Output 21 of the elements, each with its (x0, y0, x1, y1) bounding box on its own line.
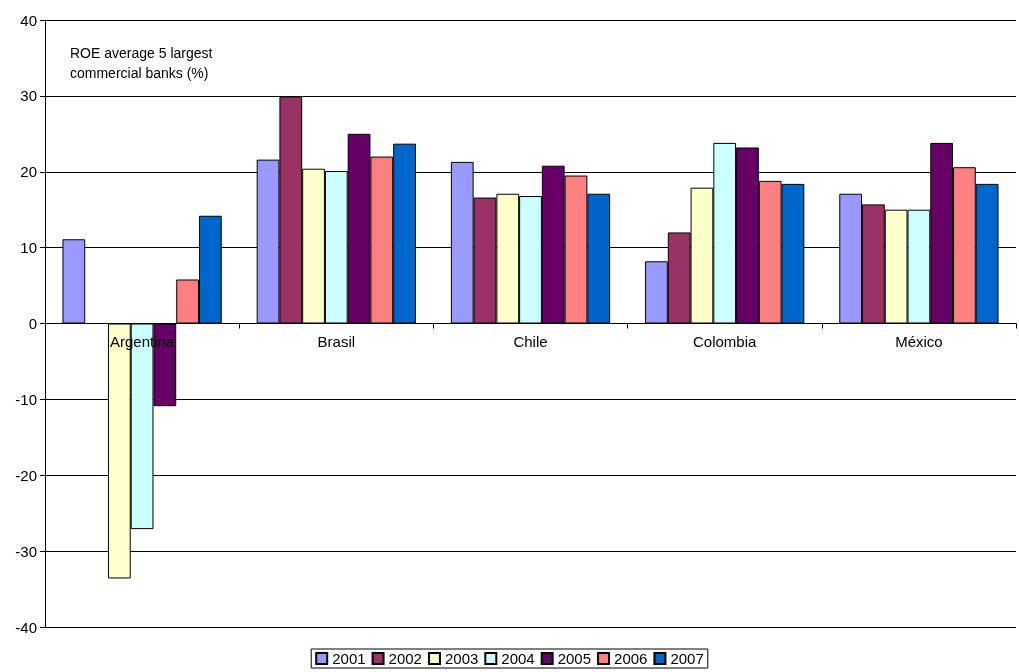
legend-label: 2007 (670, 650, 704, 667)
legend-label: 2002 (388, 650, 422, 667)
legend-label: 2003 (444, 650, 479, 667)
text: ROE average 5 largest commercial banks (%) (70, 45, 213, 81)
y-tick-label: -10 (15, 390, 37, 408)
y-tick-label: 10 (20, 239, 37, 257)
y-tick-label: 20 (20, 163, 37, 181)
x-tick-label: Brasil (317, 332, 356, 350)
y-tick-label: -40 (15, 618, 37, 636)
x-tick-label: Colombia (693, 332, 758, 350)
y-tick-label: -30 (15, 542, 37, 560)
x-tick-label: México (895, 332, 943, 350)
legend-label: 2004 (501, 650, 535, 667)
x-tick-label: Chile (513, 332, 548, 350)
legend-label: 2006 (614, 650, 648, 667)
y-tick-label: 40 (20, 11, 37, 29)
legend-label: 2005 (557, 650, 592, 667)
y-tick-label: 30 (20, 87, 37, 105)
y-tick-label: -20 (15, 466, 37, 484)
y-tick-label: 0 (28, 315, 37, 332)
legend-label: 2001 (332, 650, 366, 667)
